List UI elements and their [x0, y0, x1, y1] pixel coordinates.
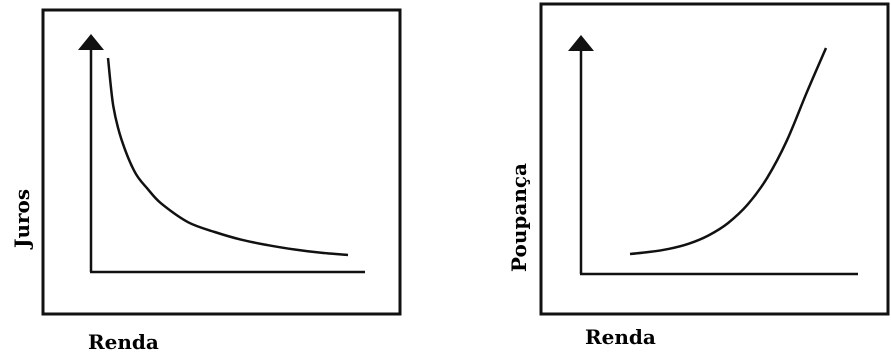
chart-juros: Juros Renda — [10, 8, 402, 354]
y-axis-arrow — [568, 35, 594, 51]
chart-poupanca: Poupança Renda — [507, 2, 890, 349]
series-line — [106, 57, 349, 257]
chart-frame — [41, 8, 402, 316]
x-axis-label: Renda — [88, 330, 159, 354]
x-axis-label: Renda — [585, 325, 656, 349]
chart-frame — [539, 2, 890, 316]
series-line — [629, 47, 828, 256]
y-axis-arrow — [78, 34, 104, 50]
y-axis-label: Poupança — [507, 163, 531, 272]
y-axis-label: Juros — [10, 189, 34, 250]
